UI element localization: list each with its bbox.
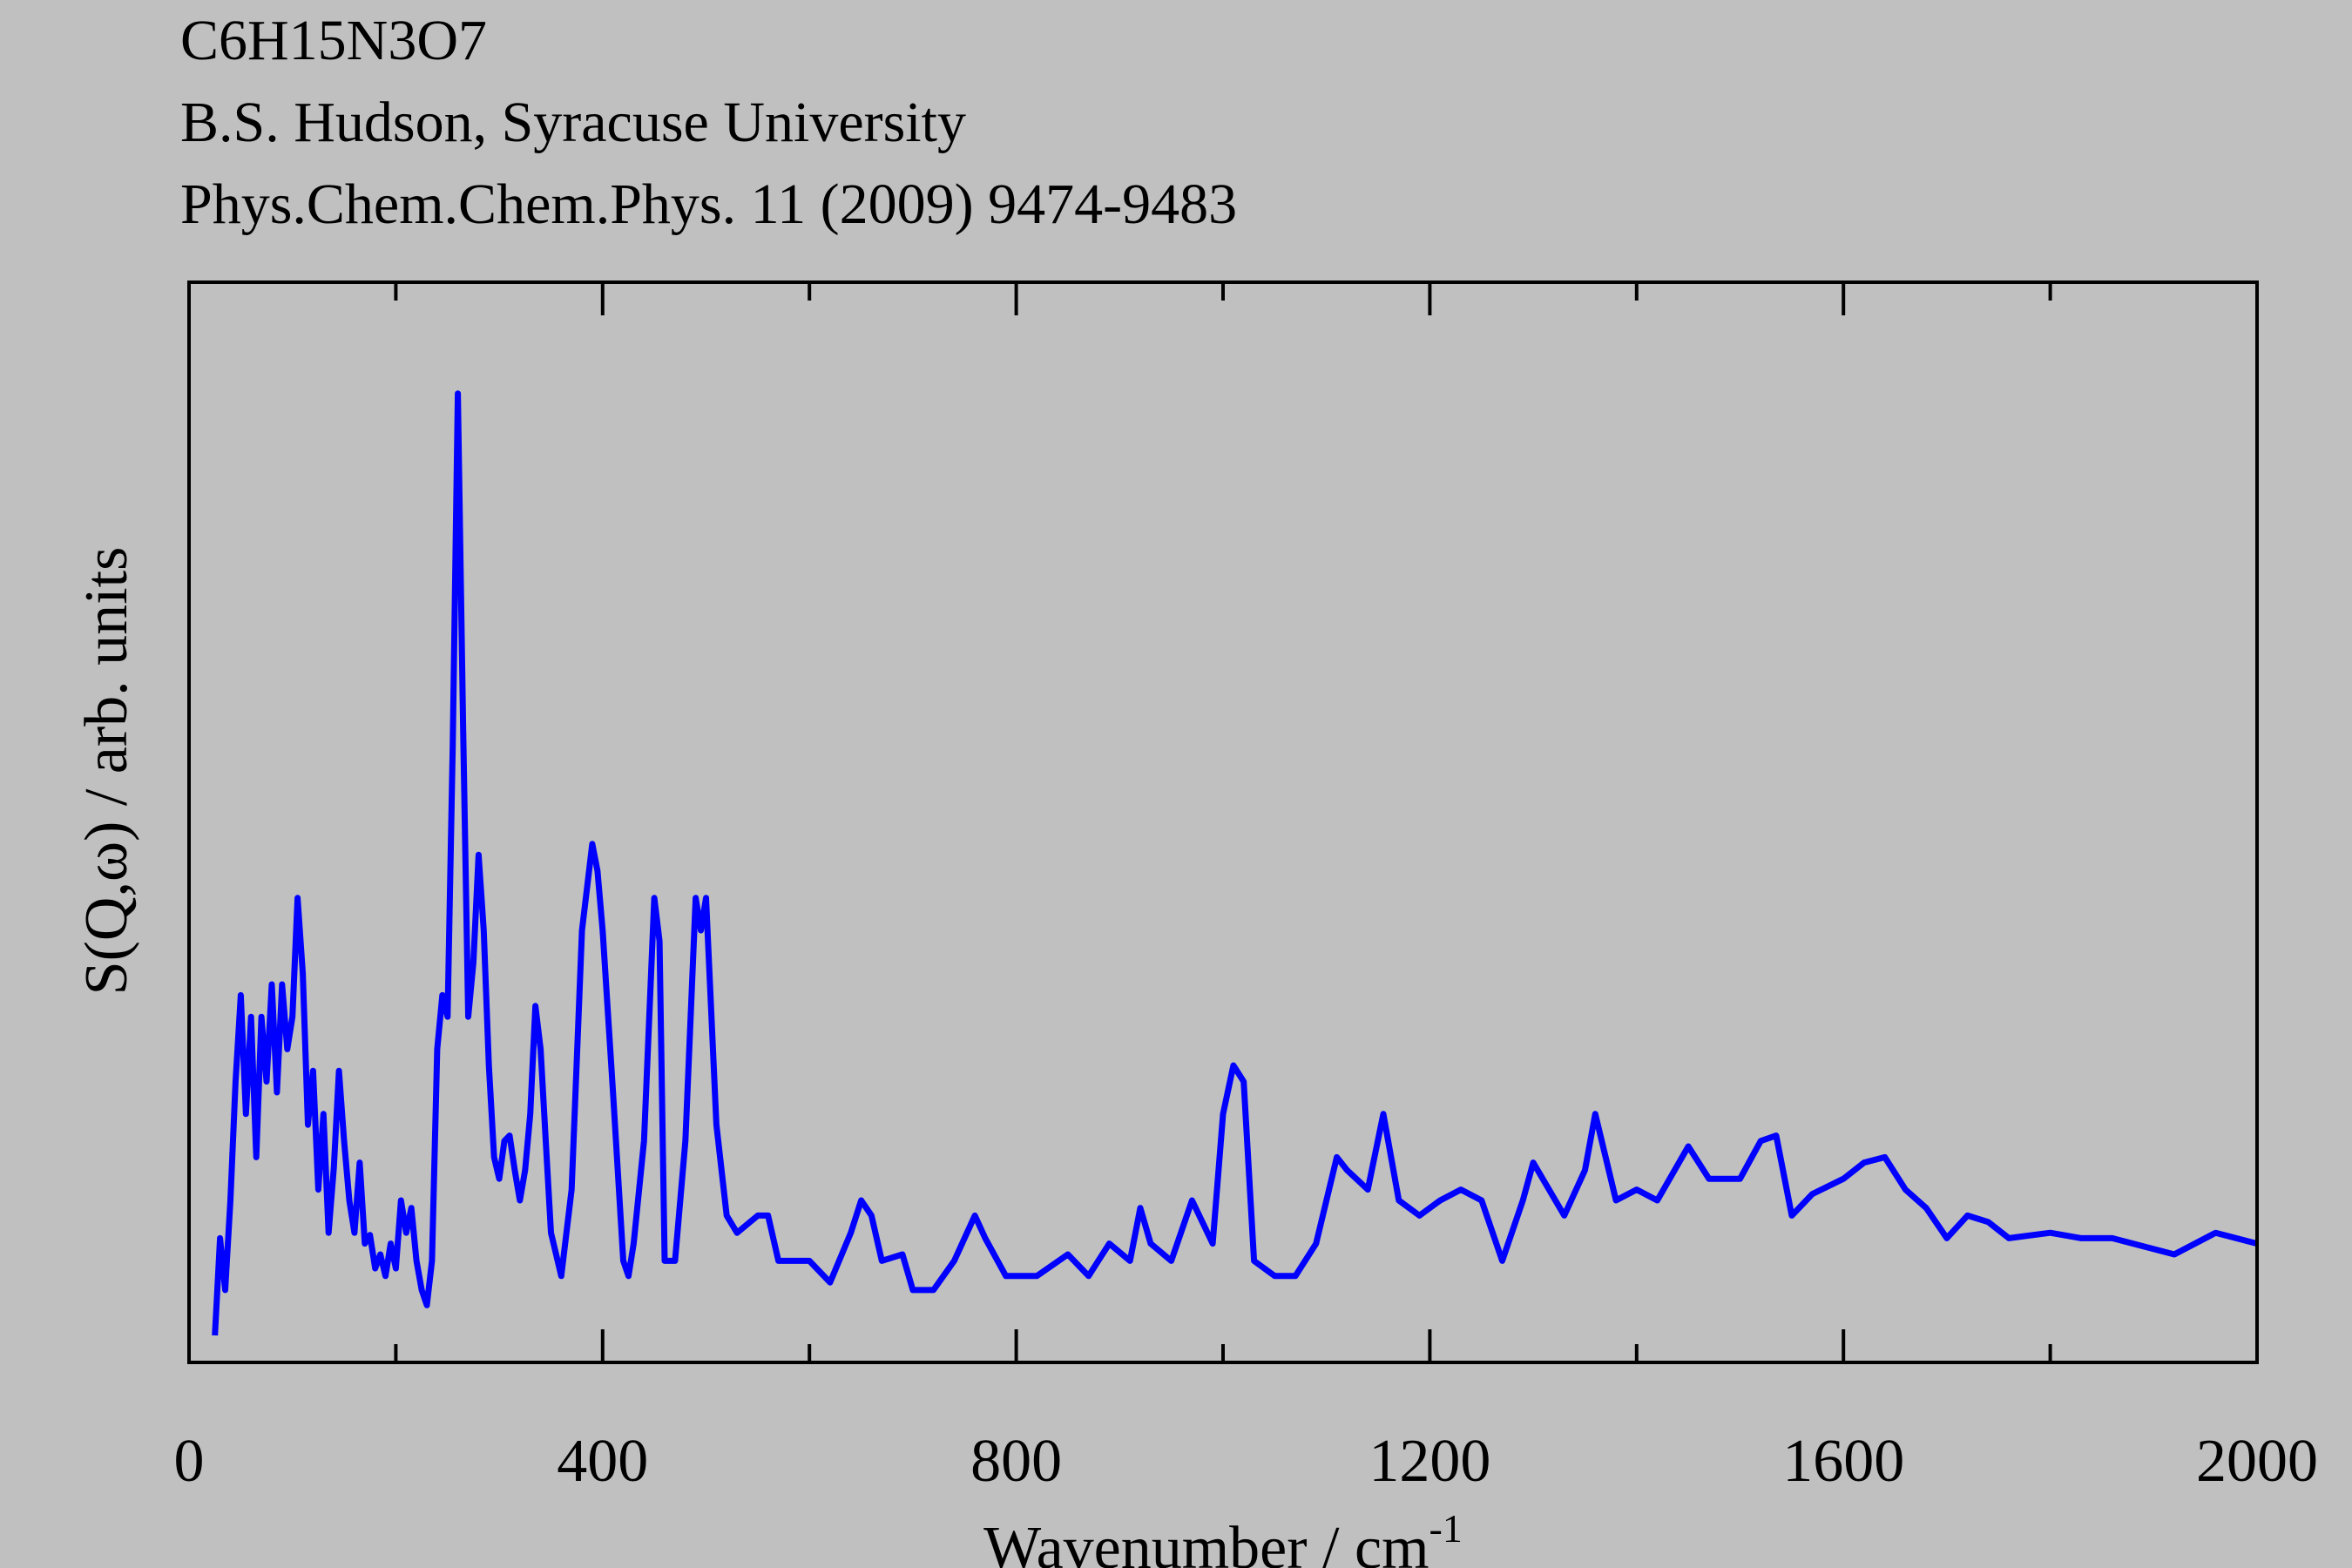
x-axis-label-text: Wavenumber / cm <box>983 1515 1429 1568</box>
spectrum-line <box>212 390 2258 1336</box>
title-line: B.S. Hudson, Syracuse University <box>180 91 966 154</box>
title-line: C6H15N3O7 <box>180 9 487 72</box>
y-axis-label: S(Q,ω) / arb. units <box>73 547 140 996</box>
x-axis-label-superscript: -1 <box>1429 1506 1463 1551</box>
x-tick-label: 400 <box>557 1428 648 1495</box>
x-tick-label: 1200 <box>1369 1428 1490 1495</box>
x-axis-label: Wavenumber / cm-1 <box>983 1506 1463 1568</box>
title-line: Phys.Chem.Chem.Phys. 11 (2009) 9474-9483 <box>180 172 1237 236</box>
x-tick-label: 800 <box>970 1428 1062 1495</box>
x-tick-label: 0 <box>174 1428 205 1495</box>
x-tick-label: 1600 <box>1782 1428 1904 1495</box>
x-tick-label: 2000 <box>2196 1428 2318 1495</box>
